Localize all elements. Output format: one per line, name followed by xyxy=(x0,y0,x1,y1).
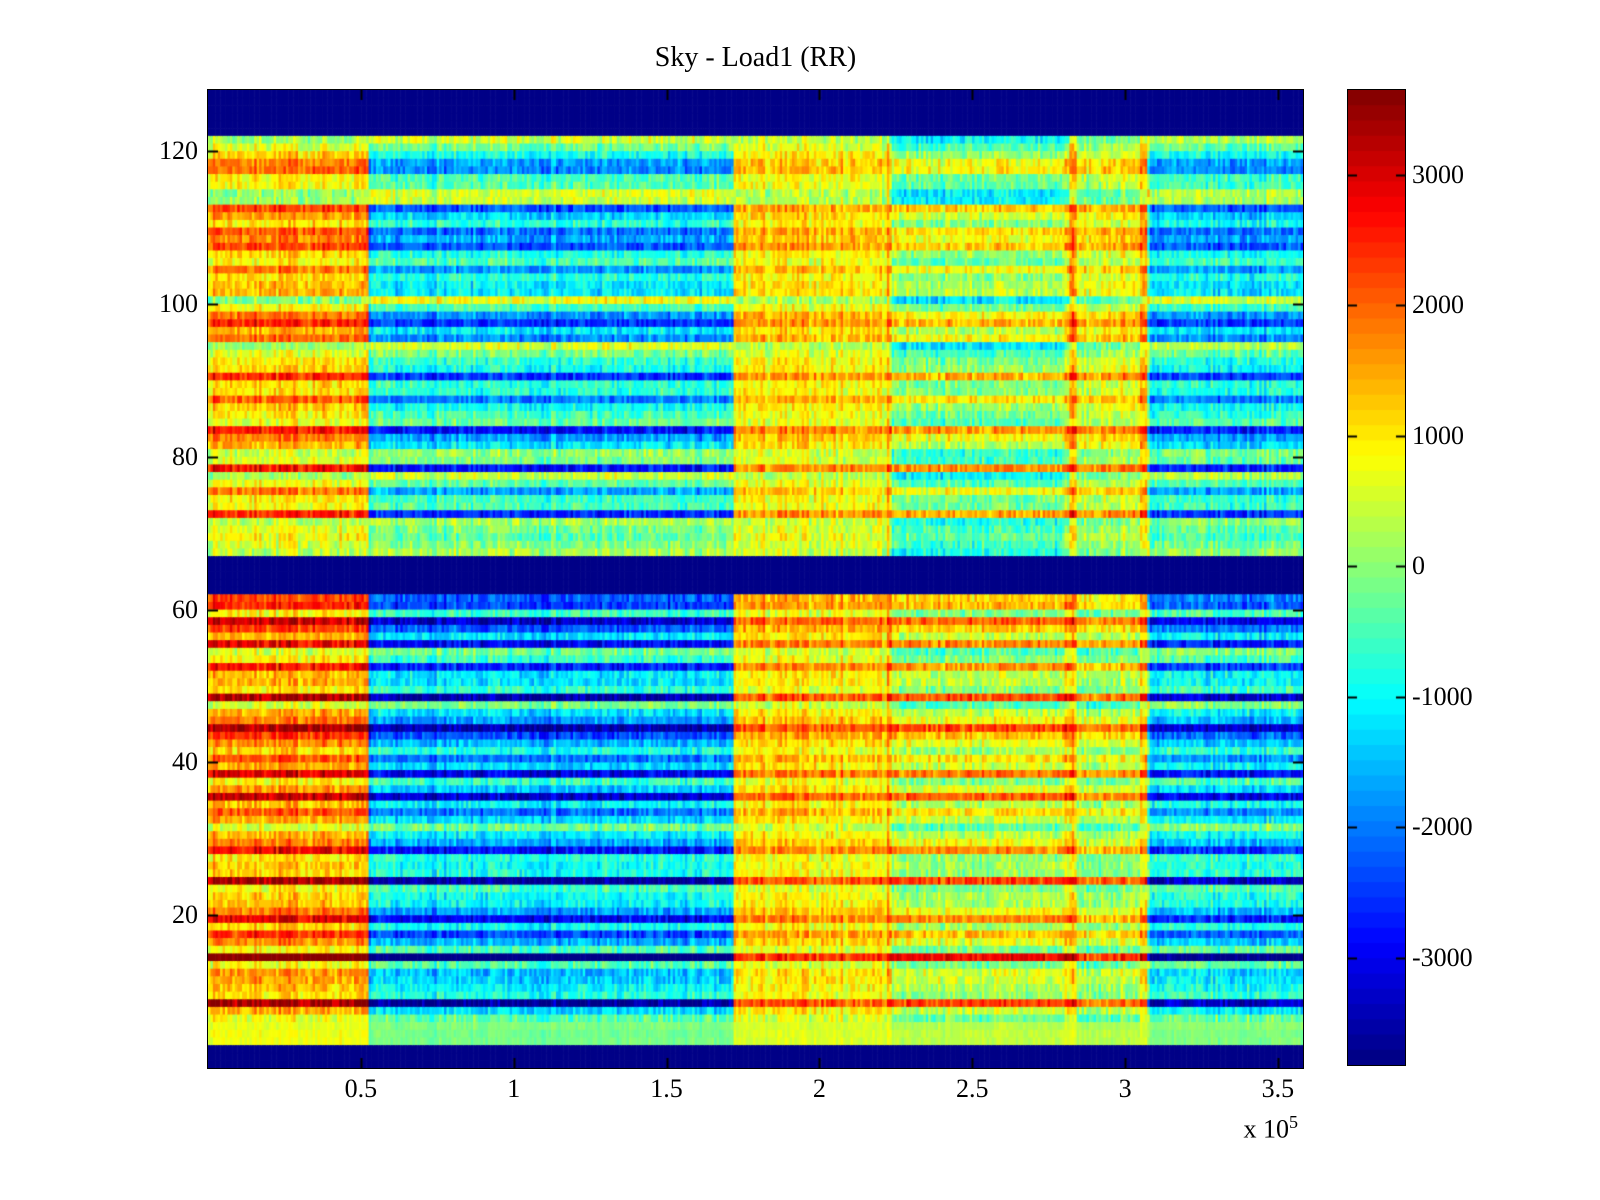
y-tick-label: 20 xyxy=(172,900,198,930)
x-axis-exponent: x 105 xyxy=(1244,1112,1299,1145)
colorbar-tick-label: 0 xyxy=(1412,551,1425,581)
plot-title: Sky - Load1 (RR) xyxy=(654,42,857,73)
colorbar-tick-label: 2000 xyxy=(1412,290,1464,320)
y-tick-label: 80 xyxy=(172,441,198,471)
y-tick-label: 100 xyxy=(159,288,198,318)
x-exponent-power: 5 xyxy=(1289,1112,1298,1132)
x-tick-label: 3 xyxy=(1118,1074,1132,1103)
x-tick-label: 2 xyxy=(812,1074,826,1103)
colorbar-tick-label: 1000 xyxy=(1412,420,1464,450)
x-tick-label: 0.5 xyxy=(344,1074,378,1103)
colorbar-tick-label: -3000 xyxy=(1412,942,1473,972)
colorbar-canvas xyxy=(1348,90,1405,1065)
colorbar xyxy=(1347,89,1406,1066)
heatmap-axes xyxy=(207,89,1304,1069)
x-tick-label: 2.5 xyxy=(955,1074,989,1103)
y-tick-label: 60 xyxy=(172,594,198,624)
y-tick-label: 40 xyxy=(172,747,198,777)
heatmap-canvas xyxy=(208,90,1303,1068)
x-exponent-prefix: x 10 xyxy=(1243,1114,1290,1144)
x-tick-label: 3.5 xyxy=(1261,1074,1295,1103)
x-tick-label: 1 xyxy=(507,1074,521,1103)
colorbar-tick-label: -1000 xyxy=(1412,681,1473,711)
colorbar-tick-label: 3000 xyxy=(1412,159,1464,189)
y-tick-label: 120 xyxy=(159,136,198,166)
x-tick-label: 1.5 xyxy=(650,1074,683,1103)
colorbar-tick-label: -2000 xyxy=(1412,812,1473,842)
